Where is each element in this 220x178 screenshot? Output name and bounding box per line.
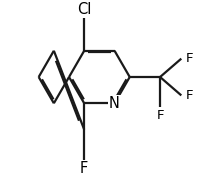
Text: Cl: Cl bbox=[77, 2, 91, 17]
Text: F: F bbox=[80, 161, 88, 176]
Text: F: F bbox=[186, 52, 194, 65]
Text: N: N bbox=[109, 96, 120, 111]
Text: F: F bbox=[186, 89, 194, 102]
Text: F: F bbox=[156, 109, 164, 122]
